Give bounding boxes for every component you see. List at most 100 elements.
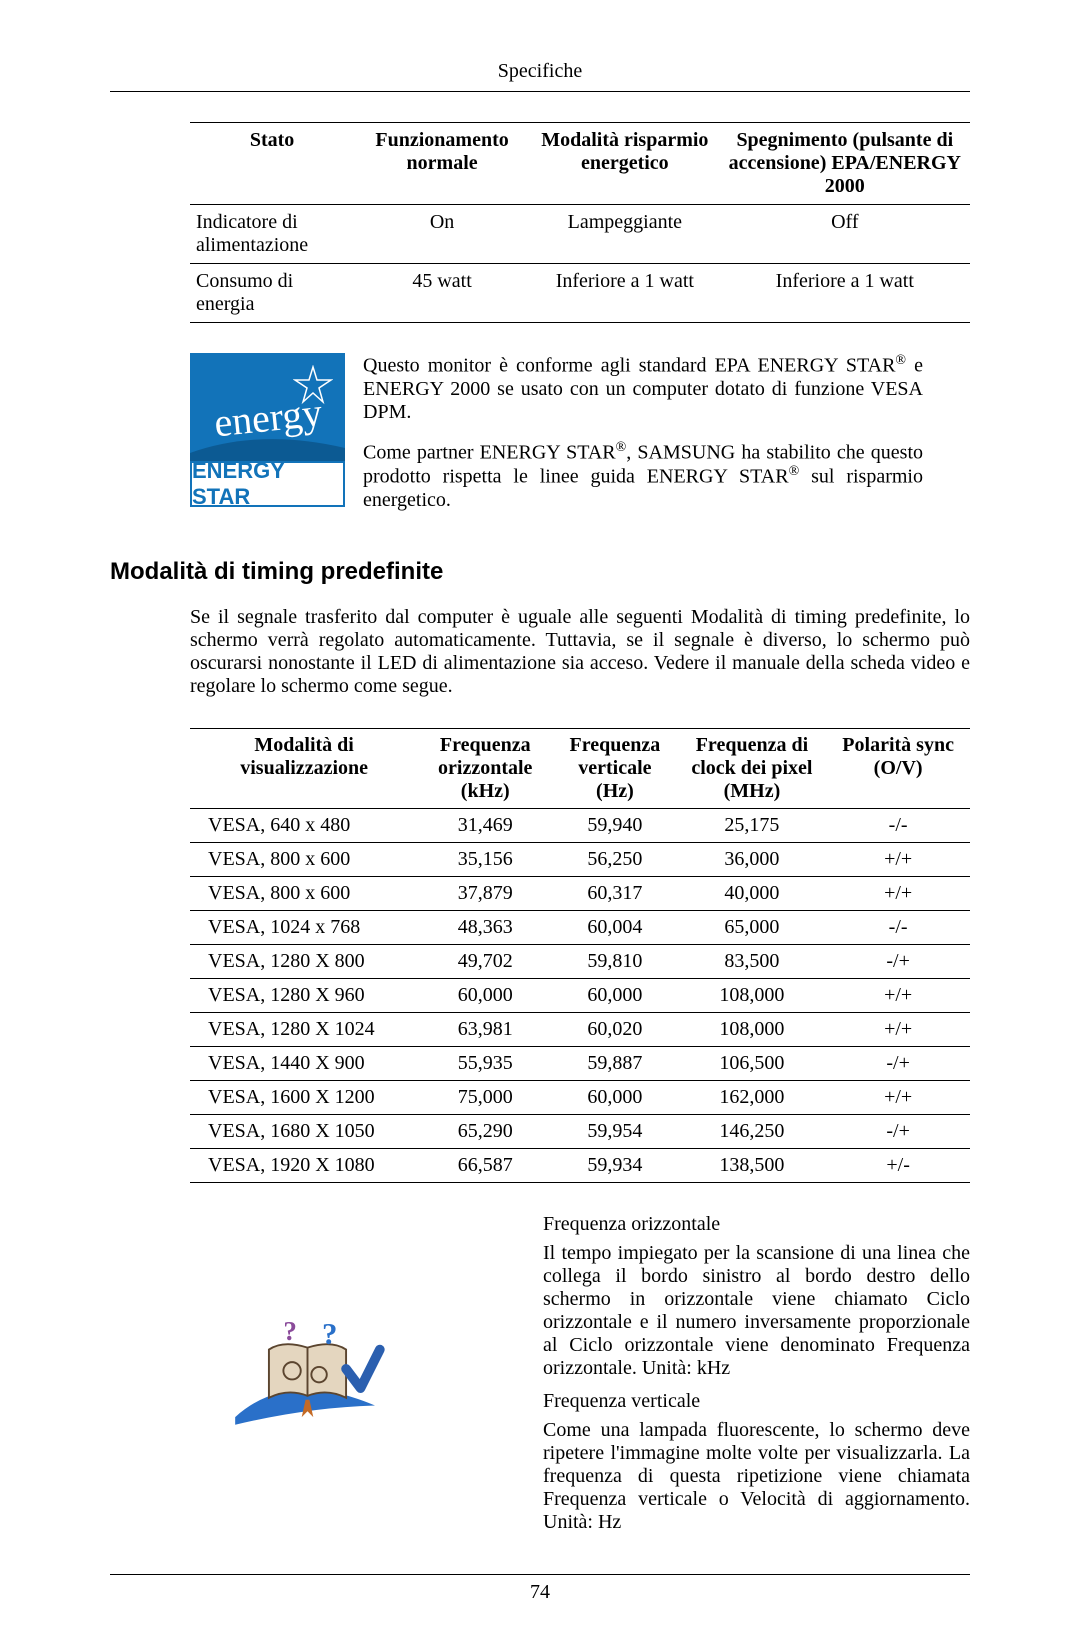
table-cell: 108,000 [678,978,827,1012]
document-page: Specifiche Stato Funzionamento normale M… [0,0,1080,1644]
table-cell: 60,000 [418,978,552,1012]
table-cell: Lampeggiante [530,205,720,264]
table-row: VESA, 800 x 60035,15656,25036,000+/+ [190,842,970,876]
th-stato: Stato [190,123,354,205]
table-cell: 59,810 [552,944,677,978]
footer-separator [110,1574,970,1575]
table-cell: -/- [826,808,970,842]
table-cell: 35,156 [418,842,552,876]
table-cell: 59,887 [552,1046,677,1080]
th-pixel-clock: Frequenza di clock dei pixel (MHz) [678,728,827,808]
energy-star-block: energy ENERGY STAR Questo monitor è conf… [190,353,970,528]
table-cell: 49,702 [418,944,552,978]
table-cell: 59,934 [552,1148,677,1182]
table-cell: +/- [826,1148,970,1182]
es-paragraph-1: Questo monitor è conforme agli standard … [363,353,923,424]
table-cell: 66,587 [418,1148,552,1182]
table-cell: 108,000 [678,1012,827,1046]
table-cell: -/- [826,910,970,944]
table-cell: 60,000 [552,978,677,1012]
table-cell: 75,000 [418,1080,552,1114]
table-cell: VESA, 1440 X 900 [190,1046,418,1080]
table-cell: 106,500 [678,1046,827,1080]
th-sync-polarity: Polarità sync (O/V) [826,728,970,808]
table-cell: 56,250 [552,842,677,876]
table-row: VESA, 1280 X 80049,70259,81083,500-/+ [190,944,970,978]
table-cell: 45 watt [354,264,530,323]
energy-star-logo: energy ENERGY STAR [190,353,345,503]
es-p1-a: Questo monitor è conforme agli standard … [363,355,895,377]
reg-symbol: ® [789,464,800,479]
th-horiz-freq: Frequenza orizzontale (kHz) [418,728,552,808]
th-funzionamento: Funzionamento normale [354,123,530,205]
table-row: Indicatore di alimentazioneOnLampeggiant… [190,205,970,264]
header-separator [110,91,970,92]
page-header: Specifiche [110,60,970,83]
timing-modes-table: Modalità di visualizzazione Frequenza or… [190,728,970,1183]
th-vert-freq: Frequenza verticale (Hz) [552,728,677,808]
table-cell: VESA, 1024 x 768 [190,910,418,944]
table-cell: VESA, 1920 X 1080 [190,1148,418,1182]
power-status-table: Stato Funzionamento normale Modalità ris… [190,122,970,323]
table-cell: 59,954 [552,1114,677,1148]
svg-text:?: ? [283,1316,297,1346]
reg-symbol: ® [616,440,627,455]
table-row: Consumo di energia45 watt Inferiore a 1 w… [190,264,970,323]
table-cell: 65,000 [678,910,827,944]
table-cell: Off [720,205,970,264]
table-cell: VESA, 1280 X 960 [190,978,418,1012]
table-cell: VESA, 640 x 480 [190,808,418,842]
es-paragraph-2: Come partner ENERGY STAR®, SAMSUNG ha st… [363,440,923,512]
section-body-timing: Se il segnale trasferito dal computer è … [190,606,970,698]
table-row: VESA, 1024 x 76848,36360,00465,000-/- [190,910,970,944]
table-cell: 83,500 [678,944,827,978]
table-cell: Inferiore a 1 watt [720,264,970,323]
th-risparmio: Modalità risparmio energetico [530,123,720,205]
page-number: 74 [110,1581,970,1604]
table-cell: 59,940 [552,808,677,842]
table-cell: Consumo di energia [190,264,354,323]
table-row: VESA, 1920 X 108066,58759,934138,500+/- [190,1148,970,1182]
table-row: VESA, 1280 X 96060,00060,000108,000+/+ [190,978,970,1012]
table-cell: 65,290 [418,1114,552,1148]
manual-icon: ? ? [230,1213,385,1544]
vert-freq-title: Frequenza verticale [543,1390,970,1413]
frequency-explanation-block: ? ? Frequenza orizzontale Il tempo impie… [230,1213,970,1544]
table-cell: VESA, 800 x 600 [190,876,418,910]
table-cell: 60,020 [552,1012,677,1046]
table-cell: 138,500 [678,1148,827,1182]
table-cell: On [354,205,530,264]
table-cell: 31,469 [418,808,552,842]
horiz-freq-body: Il tempo impiegato per la scansione di u… [543,1242,970,1380]
table-cell: 40,000 [678,876,827,910]
table-cell: VESA, 1280 X 800 [190,944,418,978]
section-title-timing: Modalità di timing predefinite [110,558,970,586]
energy-star-text: Questo monitor è conforme agli standard … [363,353,923,528]
table-cell: 60,004 [552,910,677,944]
table-cell: 36,000 [678,842,827,876]
table-header-row: Modalità di visualizzazione Frequenza or… [190,728,970,808]
table-cell: -/+ [826,944,970,978]
table-row: VESA, 640 x 48031,46959,94025,175-/- [190,808,970,842]
table-cell: Indicatore di alimentazione [190,205,354,264]
table-cell: +/+ [826,978,970,1012]
table-cell: 25,175 [678,808,827,842]
table-cell: +/+ [826,876,970,910]
table-cell: VESA, 800 x 600 [190,842,418,876]
table-cell: +/+ [826,1012,970,1046]
table-cell: 37,879 [418,876,552,910]
table-cell: +/+ [826,842,970,876]
energy-star-label: ENERGY STAR [190,461,345,507]
horiz-freq-title: Frequenza orizzontale [543,1213,970,1236]
table-cell: VESA, 1600 X 1200 [190,1080,418,1114]
swoosh-icon [190,433,345,461]
table-cell: 55,935 [418,1046,552,1080]
table-cell: -/+ [826,1114,970,1148]
table-row: VESA, 1440 X 90055,93559,887106,500-/+ [190,1046,970,1080]
table-cell: 60,317 [552,876,677,910]
energy-star-logo-top: energy [190,353,345,461]
table-cell: 162,000 [678,1080,827,1114]
th-display-mode: Modalità di visualizzazione [190,728,418,808]
svg-text:?: ? [322,1317,337,1351]
table-cell: +/+ [826,1080,970,1114]
